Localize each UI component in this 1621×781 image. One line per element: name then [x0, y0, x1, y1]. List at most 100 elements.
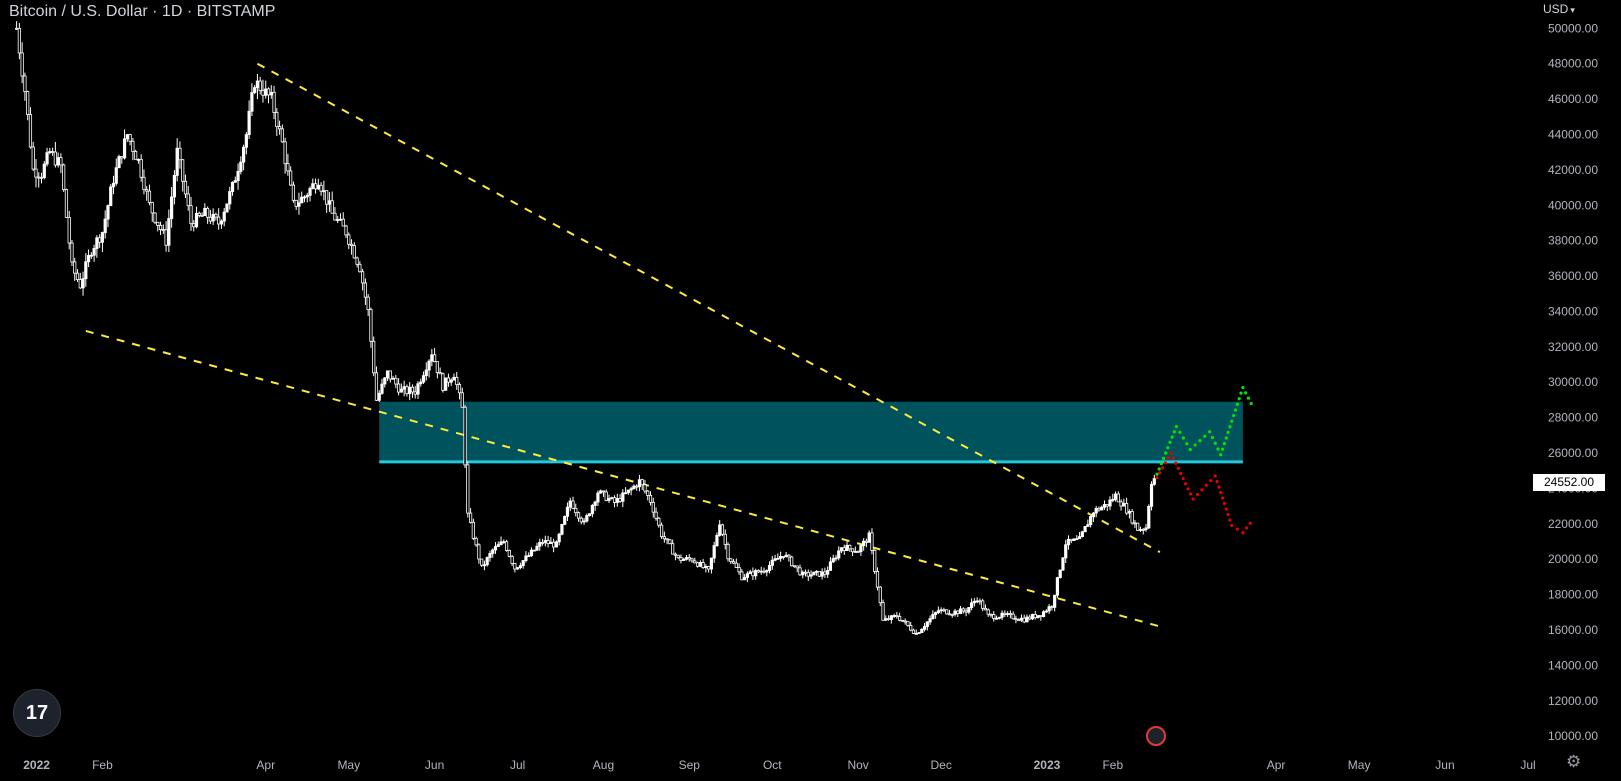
candle [942, 607, 946, 613]
candle-body [715, 535, 719, 547]
candle-body [136, 158, 141, 161]
candle [773, 554, 777, 562]
candle [100, 231, 105, 252]
candle [978, 598, 982, 605]
candle [565, 502, 570, 522]
candle [377, 390, 381, 402]
candle [255, 73, 260, 100]
candle [178, 141, 182, 169]
candle [170, 186, 174, 228]
candle-body [233, 180, 237, 183]
settings-gear-icon[interactable]: ⚙ [1566, 752, 1582, 771]
candle [92, 244, 96, 262]
candle-body [491, 549, 495, 554]
candle-body [1100, 506, 1104, 511]
candle-body [114, 167, 118, 184]
candle [410, 384, 415, 398]
candle-body [1072, 538, 1076, 541]
candle [189, 196, 193, 231]
candle-body [654, 511, 658, 519]
candle [560, 523, 564, 536]
candle [416, 381, 420, 399]
candle-body [986, 609, 990, 615]
price-axis[interactable]: 50000.00 48000.00 46000.00 44000.00 42000.00… [1528, 0, 1621, 781]
candle [477, 543, 481, 564]
price-tick-label: 42000.00 [1548, 163, 1598, 177]
candle-body [283, 141, 287, 165]
candle [1144, 523, 1148, 532]
candle [145, 186, 149, 201]
candle-body [643, 484, 647, 492]
us-flag-event-icon[interactable] [1146, 726, 1166, 746]
candle-body [1141, 528, 1145, 531]
candle [648, 491, 653, 506]
candle [39, 172, 44, 184]
projection-dot [1237, 397, 1241, 401]
tradingview-logo-icon[interactable]: 17 [13, 689, 61, 737]
candle-body [15, 27, 19, 30]
candle [554, 540, 558, 548]
candle-body [648, 495, 653, 503]
candle [344, 224, 348, 239]
candle [701, 558, 705, 569]
candle-body [521, 560, 525, 567]
candle [363, 278, 367, 306]
projection-dot [1244, 391, 1248, 395]
candle [117, 154, 121, 169]
projection-dot [1157, 467, 1161, 471]
candle [1138, 526, 1143, 532]
candle-body [349, 243, 354, 246]
candle [790, 555, 794, 567]
projection-dot [1232, 413, 1236, 418]
trendline-layer[interactable] [85, 62, 1161, 628]
projection-dot [1217, 485, 1221, 489]
candle [820, 568, 824, 580]
candle-body [873, 550, 877, 572]
price-tick-label: 18000.00 [1548, 588, 1598, 602]
candle [1116, 491, 1120, 503]
candle [585, 513, 589, 523]
candle [568, 497, 572, 512]
candle [325, 190, 329, 213]
candle-body [698, 562, 702, 567]
candle [31, 141, 35, 171]
candle-body [208, 216, 212, 222]
candle-body [1125, 503, 1129, 514]
candle-body [626, 489, 630, 494]
candle [131, 138, 135, 161]
candle-body [646, 490, 650, 496]
candle-body [707, 566, 711, 570]
candle-body [554, 541, 558, 548]
projection-dot [1166, 446, 1170, 450]
candle-body [532, 549, 536, 552]
candle [682, 557, 686, 561]
candle-body [853, 551, 857, 553]
candle-body [718, 524, 722, 536]
candle [538, 538, 542, 551]
candle [158, 221, 163, 235]
candle [419, 378, 423, 387]
candle [989, 613, 993, 618]
currency-selector[interactable]: USD ▾ [1543, 2, 1575, 16]
price-tick-label: 10000.00 [1548, 729, 1598, 743]
candle-body [607, 498, 611, 501]
candle-body [197, 212, 201, 216]
candle [1094, 505, 1098, 518]
candle [693, 557, 697, 564]
candle [349, 239, 354, 255]
projection-dot [1246, 396, 1251, 400]
candle-body [255, 80, 260, 88]
candle [1130, 509, 1134, 525]
candle [488, 550, 492, 562]
candle [1003, 610, 1007, 617]
symbol-title[interactable]: Bitcoin / U.S. Dollar · 1D · BITSTAMP [9, 3, 276, 20]
candle-body [867, 532, 871, 543]
candle [712, 541, 716, 563]
time-axis[interactable]: 2022 Feb Apr May Jun Jul Aug Sep Oct Nov Dec 2023 Fe… [23, 758, 1535, 772]
candle [413, 385, 417, 399]
candle [424, 362, 428, 381]
candle [654, 507, 658, 521]
candle-body [964, 610, 968, 613]
candle [983, 604, 988, 611]
